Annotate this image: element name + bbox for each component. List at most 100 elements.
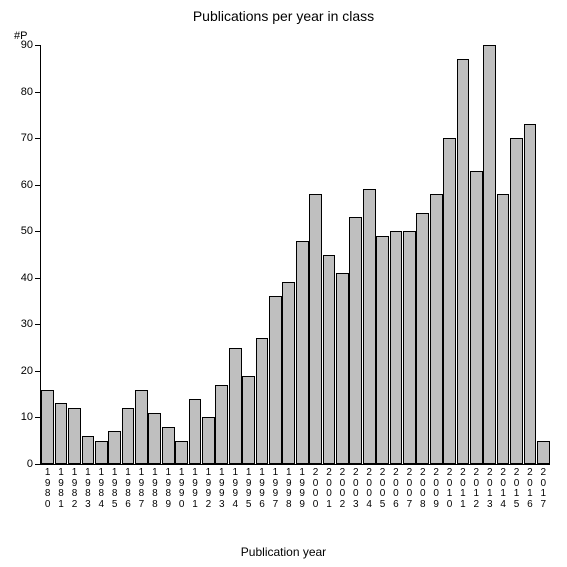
x-tick-label: 1 9 9 4 <box>230 468 240 510</box>
bar <box>282 282 295 464</box>
x-tick-label: 2 0 1 0 <box>445 468 455 510</box>
bar <box>537 441 550 464</box>
bar <box>470 171 483 464</box>
y-tick-label: 60 <box>21 179 33 191</box>
x-tick-label: 1 9 9 0 <box>177 468 187 510</box>
bar <box>229 348 242 464</box>
bar <box>483 45 496 464</box>
bar <box>336 273 349 464</box>
x-tick-label: 1 9 8 9 <box>163 468 173 510</box>
bar <box>135 390 148 464</box>
bar <box>443 138 456 464</box>
y-tick-label: 90 <box>21 39 33 51</box>
bar <box>68 408 81 464</box>
bar <box>349 217 362 464</box>
x-axis-label: Publication year <box>0 545 567 559</box>
chart-title: Publications per year in class <box>0 8 567 24</box>
x-tick-label: 2 0 1 2 <box>471 468 481 510</box>
x-tick-label: 1 9 9 6 <box>257 468 267 510</box>
bar <box>189 399 202 464</box>
x-tick-label: 1 9 9 8 <box>284 468 294 510</box>
x-tick-label: 1 9 9 3 <box>217 468 227 510</box>
bar <box>148 413 161 464</box>
x-tick-label: 2 0 0 8 <box>418 468 428 510</box>
y-tick <box>35 278 41 279</box>
y-tick <box>35 371 41 372</box>
x-tick-label: 1 9 9 7 <box>270 468 280 510</box>
y-tick-label: 40 <box>21 272 33 284</box>
x-tick-label: 2 0 0 4 <box>364 468 374 510</box>
y-tick-label: 10 <box>21 411 33 423</box>
y-tick <box>35 464 41 465</box>
bar <box>41 390 54 464</box>
x-tick-label: 1 9 8 6 <box>123 468 133 510</box>
x-tick-label: 2 0 1 6 <box>525 468 535 510</box>
y-tick-label: 0 <box>27 458 33 470</box>
x-tick-label: 1 9 8 1 <box>56 468 66 510</box>
x-tick-label: 2 0 0 7 <box>404 468 414 510</box>
y-tick <box>35 417 41 418</box>
x-tick-label: 1 9 9 2 <box>203 468 213 510</box>
x-tick-label: 1 9 8 7 <box>136 468 146 510</box>
x-tick-label: 1 9 9 1 <box>190 468 200 510</box>
x-tick-label: 1 9 9 5 <box>244 468 254 510</box>
y-tick-label: 80 <box>21 86 33 98</box>
plot-area: 01020304050607080901 9 8 01 9 8 11 9 8 2… <box>40 45 550 465</box>
publications-chart: Publications per year in class #P 010203… <box>0 0 567 567</box>
bar <box>296 241 309 464</box>
x-tick-label: 1 9 8 8 <box>150 468 160 510</box>
x-tick-label: 2 0 0 6 <box>391 468 401 510</box>
x-tick-label: 2 0 1 1 <box>458 468 468 510</box>
bar <box>82 436 95 464</box>
x-tick-label: 1 9 8 4 <box>96 468 106 510</box>
y-tick <box>35 185 41 186</box>
y-tick-label: 50 <box>21 225 33 237</box>
bars-container <box>41 45 550 464</box>
x-tick-label: 2 0 1 7 <box>538 468 548 510</box>
bar <box>95 441 108 464</box>
x-tick-label: 1 9 8 3 <box>83 468 93 510</box>
x-tick-label: 2 0 0 9 <box>431 468 441 510</box>
x-tick-label: 2 0 0 0 <box>311 468 321 510</box>
bar <box>309 194 322 464</box>
bar <box>457 59 470 464</box>
x-tick-label: 2 0 1 3 <box>485 468 495 510</box>
x-tick-label: 1 9 8 2 <box>69 468 79 510</box>
x-tick-label: 2 0 0 3 <box>351 468 361 510</box>
x-tick-label: 2 0 1 5 <box>512 468 522 510</box>
y-tick <box>35 45 41 46</box>
bar <box>403 231 416 464</box>
bar <box>524 124 537 464</box>
x-tick-label: 1 9 8 5 <box>110 468 120 510</box>
x-tick-label: 1 9 9 9 <box>297 468 307 510</box>
x-tick-label: 1 9 8 0 <box>43 468 53 510</box>
bar <box>269 296 282 464</box>
bar <box>430 194 443 464</box>
bar <box>323 255 336 465</box>
bar <box>497 194 510 464</box>
bar <box>122 408 135 464</box>
y-tick-label: 30 <box>21 318 33 330</box>
bar <box>55 403 68 464</box>
y-tick <box>35 324 41 325</box>
x-tick-label: 2 0 0 5 <box>378 468 388 510</box>
x-tick-label: 2 0 0 1 <box>324 468 334 510</box>
bar <box>175 441 188 464</box>
bar <box>390 231 403 464</box>
bar <box>510 138 523 464</box>
bar <box>202 417 215 464</box>
bar <box>215 385 228 464</box>
y-tick-label: 20 <box>21 365 33 377</box>
y-tick <box>35 231 41 232</box>
x-tick-label: 2 0 0 2 <box>337 468 347 510</box>
bar <box>416 213 429 464</box>
y-tick-label: 70 <box>21 132 33 144</box>
bar <box>108 431 121 464</box>
y-tick <box>35 92 41 93</box>
x-tick-label: 2 0 1 4 <box>498 468 508 510</box>
bar <box>242 376 255 464</box>
bar <box>363 189 376 464</box>
bar <box>162 427 175 464</box>
y-tick <box>35 138 41 139</box>
bar <box>256 338 269 464</box>
